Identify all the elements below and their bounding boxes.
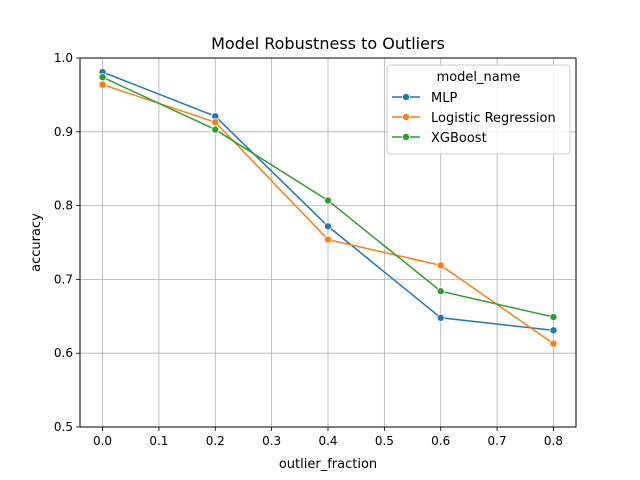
axis-ticks: 0.0 0.1 0.2 0.3 0.4 0.5 0.6 0.7 0.8 0.5 0.6 0.7 0.8 0…: [54, 51, 563, 448]
x-tick-label: 0.2: [206, 434, 225, 448]
y-tick-label: 0.5: [54, 420, 73, 434]
x-axis-label: outlier_fraction: [279, 457, 377, 472]
logistic-regression-point: [549, 339, 558, 348]
y-tick-label: 0.7: [54, 272, 73, 286]
legend-title: model_name: [437, 70, 521, 85]
legend-xgboost-marker: [401, 132, 410, 141]
legend: model_name MLP Logistic Regression XGBoost: [386, 64, 571, 155]
legend-mlp-label: MLP: [431, 91, 457, 106]
mlp-point: [323, 222, 332, 231]
x-tick-label: 0.0: [93, 434, 112, 448]
legend-mlp-marker: [401, 93, 410, 102]
x-tick-label: 0.8: [544, 434, 563, 448]
y-tick-label: 0.8: [54, 199, 73, 213]
logistic-regression-point: [436, 261, 445, 270]
legend-box: [386, 64, 571, 155]
xgboost-point: [436, 287, 445, 296]
x-tick-label: 0.1: [149, 434, 168, 448]
xgboost-point: [211, 125, 220, 134]
xgboost-point: [549, 313, 558, 322]
logistic-regression-point: [98, 80, 107, 89]
logistic-regression-point: [323, 235, 332, 244]
series-lines: [98, 68, 558, 348]
y-axis-label: accuracy: [29, 213, 44, 272]
x-tick-label: 0.6: [431, 434, 450, 448]
y-tick-label: 0.9: [54, 125, 73, 139]
chart-title: Model Robustness to Outliers: [211, 34, 445, 53]
logistic-regression-point: [211, 118, 220, 127]
xgboost-point: [98, 73, 107, 82]
x-tick-label: 0.4: [318, 434, 337, 448]
legend-logistic-regression-marker: [401, 113, 410, 122]
x-tick-label: 0.7: [488, 434, 507, 448]
y-tick-label: 1.0: [54, 51, 73, 65]
mlp-point: [549, 326, 558, 335]
y-tick-label: 0.6: [54, 346, 73, 360]
x-tick-label: 0.3: [262, 434, 281, 448]
legend-logistic-regression-label: Logistic Regression: [431, 111, 556, 126]
legend-xgboost-label: XGBoost: [431, 131, 487, 146]
mlp-point: [436, 313, 445, 322]
xgboost-point: [323, 196, 332, 205]
x-tick-label: 0.5: [375, 434, 394, 448]
